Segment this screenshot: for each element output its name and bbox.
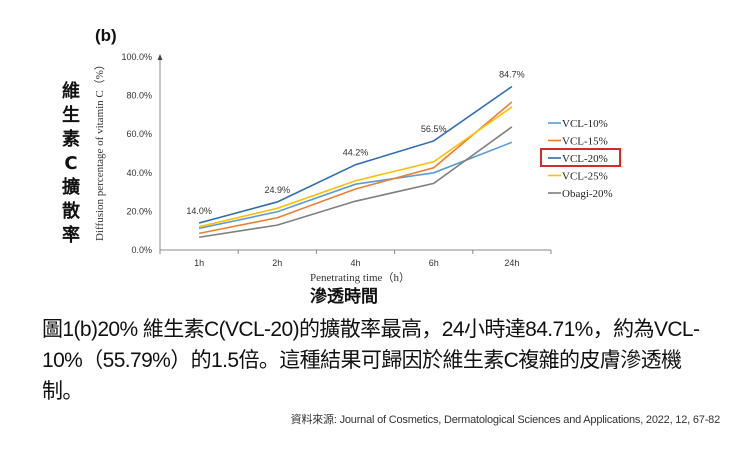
chinese-y-label: 維生素C擴散率 [62,81,80,246]
chinese-x-label: 滲透時間 [310,287,378,307]
y-axis-arrow [157,54,163,60]
legend-label: VCL-25% [562,171,608,183]
series-line-obagi-20- [198,126,513,239]
legend-label: VCL-15% [562,136,608,148]
source-citation: 資料來源: Journal of Cosmetics, Dermatologic… [290,414,721,426]
legend-label: VCL-10% [562,118,608,130]
series-line-vcl-15- [198,101,513,235]
series-line-vcl-20- [198,85,513,224]
data-label: 14.0% [186,206,212,216]
y-tick-label: 20.0% [126,206,152,216]
series-line-vcl-25- [198,106,513,228]
x-tick-label: 1h [194,258,204,268]
data-label: 44.2% [343,148,369,158]
caption-block: 圖1(b)20% 維生素C(VCL-20)的擴散率最高，24小時達84.71%，… [42,314,722,427]
figure-caption: 圖1(b)20% 維生素C(VCL-20)的擴散率最高，24小時達84.71%，… [42,318,700,403]
data-label: 24.9% [265,185,291,195]
x-tick-label: 4h [350,258,360,268]
legend-label: VCL-20% [562,153,608,165]
y-tick-label: 100.0% [121,52,152,62]
legend-label: Obagi-20% [562,188,613,200]
data-label: 56.5% [421,124,447,134]
data-label: 84.7% [499,70,525,80]
legend-highlight-box [540,148,621,167]
y-tick-label: 80.0% [126,91,152,101]
series-line-vcl-10- [198,141,513,230]
y-tick-label: 0.0% [131,245,152,255]
y-axis-title: Diffusion percentage of vitamin C（%） [93,59,106,241]
x-tick-label: 2h [272,258,282,268]
y-tick-label: 60.0% [126,129,152,139]
x-axis-title: Penetrating time（h） [310,271,410,284]
x-tick-label: 6h [429,258,439,268]
x-tick-label: 24h [504,258,519,268]
y-tick-label: 40.0% [126,168,152,178]
panel-label: (b) [95,26,117,45]
